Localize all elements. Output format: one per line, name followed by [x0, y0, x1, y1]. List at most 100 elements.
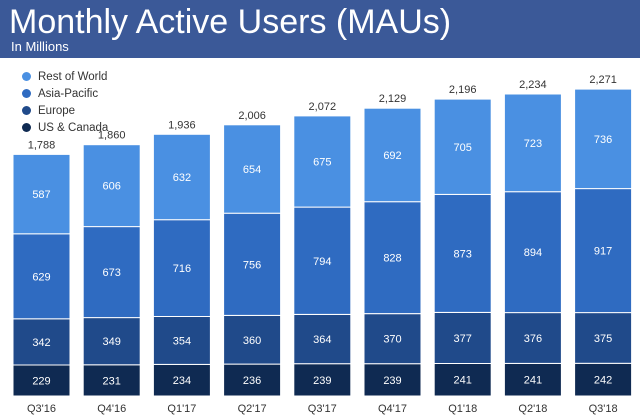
bar-segment-us-and-canada-q3-17: [293, 363, 352, 397]
bar-segment-rest-of-world-q4-16: [82, 144, 141, 228]
bar-segment-us-and-canada-q4-17: [363, 363, 422, 397]
bar-segment-asia-pacific-q4-16: [82, 226, 141, 319]
bar-segment-us-and-canada-q2-17: [223, 363, 282, 397]
segment-value-europe-q4-16: 349: [103, 336, 121, 348]
segment-value-us-and-canada-q3-16: 229: [32, 376, 50, 388]
segment-value-rest-of-world-q3-18: 736: [594, 134, 612, 146]
segment-value-europe-q3-17: 364: [313, 334, 331, 346]
x-tick-label-q4-16: Q4'16: [97, 403, 126, 415]
segment-value-asia-pacific-q3-18: 917: [594, 246, 612, 258]
segment-value-us-and-canada-q1-17: 234: [173, 375, 191, 387]
segment-value-rest-of-world-q1-18: 705: [454, 142, 472, 154]
bar-segment-asia-pacific-q2-17: [223, 212, 282, 316]
bar-segment-rest-of-world-q1-18: [433, 98, 492, 195]
bar-segment-rest-of-world-q2-17: [223, 124, 282, 214]
bar-segment-europe-q4-16: [82, 317, 141, 366]
segment-value-asia-pacific-q2-18: 894: [524, 247, 542, 259]
segment-value-europe-q1-17: 354: [173, 335, 191, 347]
bar-segment-asia-pacific-q3-17: [293, 206, 352, 315]
segment-value-asia-pacific-q1-18: 873: [454, 248, 472, 260]
legend-swatch-rest-of-world: [22, 72, 31, 81]
segment-value-rest-of-world-q4-17: 692: [383, 150, 401, 162]
segment-value-rest-of-world-q2-18: 723: [524, 138, 542, 150]
x-tick-label-q3-17: Q3'17: [308, 403, 337, 415]
legend-label-us-canada: US & Canada: [38, 121, 109, 134]
bar-segment-europe-q3-17: [293, 314, 352, 365]
segment-value-rest-of-world-q2-17: 654: [243, 164, 261, 176]
chart-header: Monthly Active Users (MAUs) In Millions: [0, 0, 640, 58]
total-label-q4-16: 1,860: [98, 130, 126, 142]
legend-item-rest-of-world: Rest of World: [22, 68, 108, 85]
legend-item-us-canada: US & Canada: [22, 119, 108, 136]
legend-label-europe: Europe: [38, 104, 76, 117]
segment-value-europe-q2-17: 360: [243, 335, 261, 347]
bar-segment-europe-q3-16: [12, 318, 71, 366]
segment-value-us-and-canada-q3-17: 239: [313, 375, 331, 387]
chart-title: Monthly Active Users (MAUs): [9, 3, 452, 41]
bar-segment-rest-of-world-q3-17: [293, 115, 352, 208]
segment-value-asia-pacific-q1-17: 716: [173, 263, 191, 275]
segment-value-europe-q3-18: 375: [594, 333, 612, 345]
segment-value-us-and-canada-q1-18: 241: [454, 375, 472, 387]
x-tick-label-q2-18: Q2'18: [518, 403, 547, 415]
x-tick-label-q1-18: Q1'18: [448, 403, 477, 415]
segment-value-us-and-canada-q2-18: 241: [524, 375, 542, 387]
total-label-q2-17: 2,006: [238, 110, 266, 122]
total-label-q4-17: 2,129: [379, 93, 407, 105]
bar-segment-us-and-canada-q3-16: [12, 364, 71, 397]
segment-value-europe-q4-17: 370: [383, 334, 401, 346]
x-tick-label-q4-17: Q4'17: [378, 403, 407, 415]
total-label-q1-18: 2,196: [449, 84, 477, 96]
total-label-q1-17: 1,936: [168, 119, 196, 131]
bar-segment-rest-of-world-q4-17: [363, 107, 422, 203]
bar-segment-europe-q3-18: [574, 312, 633, 364]
segment-value-rest-of-world-q3-16: 587: [32, 189, 50, 201]
segment-value-us-and-canada-q4-17: 239: [383, 375, 401, 387]
x-tick-label-q2-17: Q2'17: [238, 403, 267, 415]
bar-segment-asia-pacific-q1-17: [152, 219, 211, 317]
total-label-q3-18: 2,271: [589, 74, 617, 86]
bar-segment-rest-of-world-q3-16: [12, 153, 71, 235]
legend-swatch-asia-pacific: [22, 89, 31, 98]
bar-segment-us-and-canada-q1-18: [433, 362, 492, 397]
segment-value-europe-q2-18: 376: [524, 333, 542, 345]
segment-value-rest-of-world-q4-16: 606: [103, 181, 121, 193]
segment-value-us-and-canada-q2-17: 236: [243, 375, 261, 387]
segment-value-asia-pacific-q4-16: 673: [103, 267, 121, 279]
legend-item-europe: Europe: [22, 102, 108, 119]
segment-value-asia-pacific-q4-17: 828: [383, 253, 401, 265]
legend-label-rest-of-world: Rest of World: [38, 70, 108, 83]
segment-value-rest-of-world-q3-17: 675: [313, 157, 331, 169]
bar-segment-asia-pacific-q3-18: [574, 188, 633, 314]
bar-segment-us-and-canada-q1-17: [152, 363, 211, 397]
segment-value-europe-q3-16: 342: [32, 337, 50, 349]
bar-segment-rest-of-world-q2-18: [503, 93, 562, 193]
x-tick-label-q3-16: Q3'16: [27, 403, 56, 415]
bar-segment-us-and-canada-q3-18: [574, 362, 633, 397]
bar-segment-europe-q2-17: [223, 314, 282, 365]
segment-value-asia-pacific-q3-16: 629: [32, 271, 50, 283]
total-label-q3-17: 2,072: [309, 101, 337, 113]
legend-item-asia-pacific: Asia-Pacific: [22, 85, 108, 102]
bar-segment-europe-q1-18: [433, 312, 492, 364]
chart-subtitle: In Millions: [11, 39, 69, 54]
bar-segment-europe-q2-18: [503, 312, 562, 364]
bar-segment-asia-pacific-q1-18: [433, 193, 492, 313]
x-tick-label-q3-18: Q3'18: [589, 403, 618, 415]
total-label-q3-16: 1,788: [28, 139, 56, 151]
legend-label-asia-pacific: Asia-Pacific: [38, 87, 99, 100]
segment-value-us-and-canada-q3-18: 242: [594, 375, 612, 387]
bar-segment-asia-pacific-q2-18: [503, 191, 562, 314]
bar-segment-europe-q4-17: [363, 313, 422, 365]
segment-value-us-and-canada-q4-16: 231: [103, 375, 121, 387]
legend-swatch-us-canada: [22, 123, 31, 132]
total-label-q2-18: 2,234: [519, 79, 547, 91]
segment-value-asia-pacific-q3-17: 794: [313, 256, 331, 268]
segment-value-asia-pacific-q2-17: 756: [243, 259, 261, 271]
bar-segment-asia-pacific-q4-17: [363, 201, 422, 315]
segment-value-rest-of-world-q1-17: 632: [173, 172, 191, 184]
legend: Rest of World Asia-Pacific Europe US & C…: [22, 68, 108, 136]
bar-segment-rest-of-world-q1-17: [152, 133, 211, 221]
segment-value-europe-q1-18: 377: [454, 333, 472, 345]
